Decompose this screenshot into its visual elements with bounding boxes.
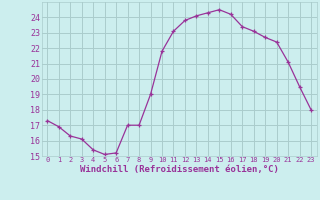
X-axis label: Windchill (Refroidissement éolien,°C): Windchill (Refroidissement éolien,°C)	[80, 165, 279, 174]
